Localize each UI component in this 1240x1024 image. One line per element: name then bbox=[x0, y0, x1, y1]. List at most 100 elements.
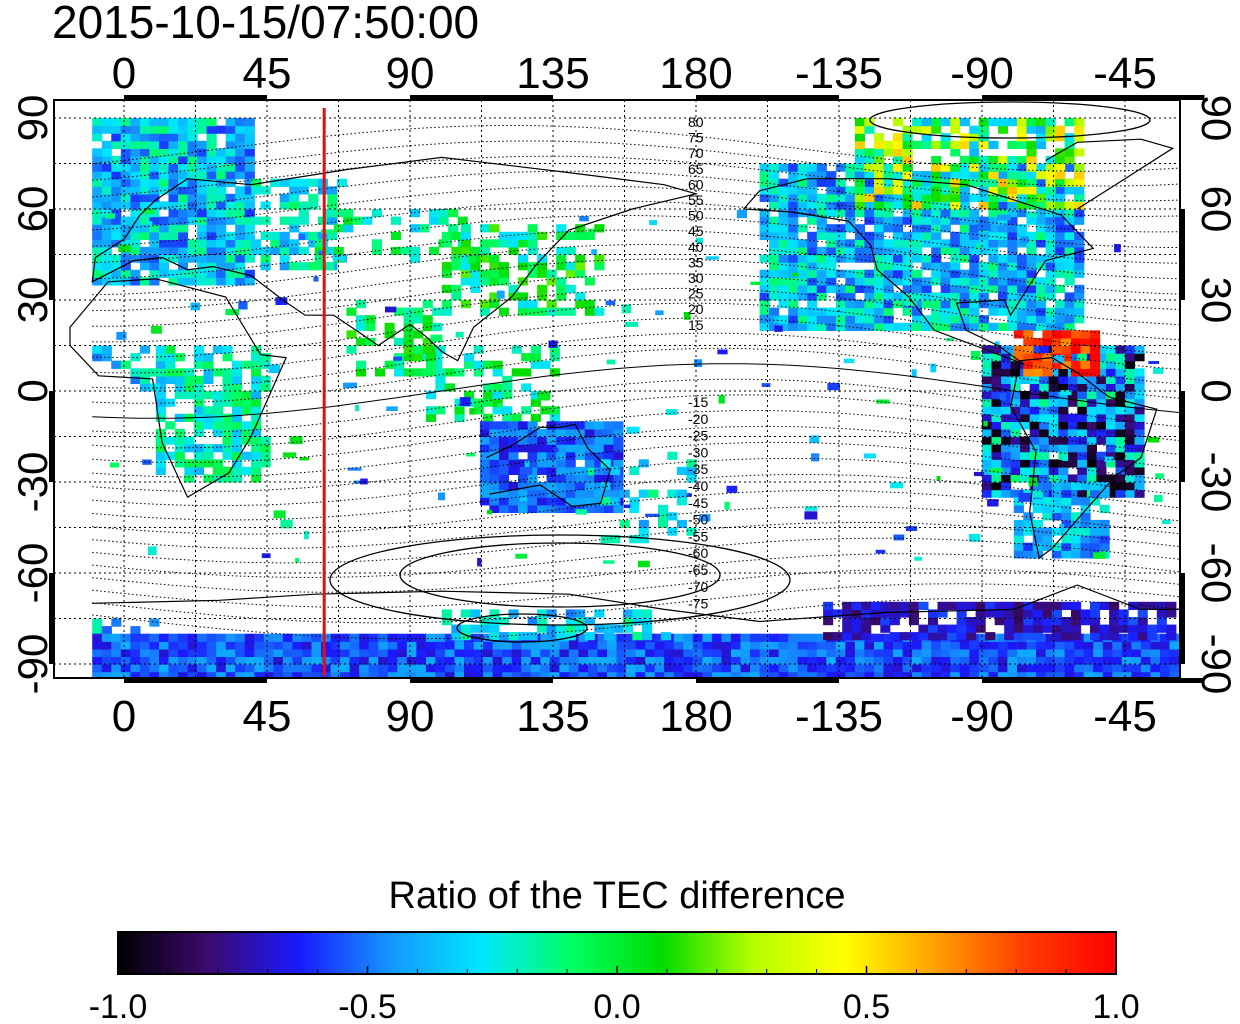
tec-cell bbox=[565, 482, 576, 491]
tec-cell bbox=[518, 421, 529, 430]
tec-cell bbox=[282, 664, 293, 673]
tec-cell bbox=[969, 269, 980, 278]
tec-cell bbox=[654, 633, 665, 642]
tec-cell bbox=[1064, 201, 1075, 210]
tec-cell bbox=[950, 216, 961, 225]
tec-cell bbox=[187, 239, 198, 248]
tec-cell bbox=[912, 656, 923, 665]
tec-cell bbox=[1067, 474, 1078, 483]
tec-cell bbox=[1020, 459, 1031, 468]
tec-cell bbox=[149, 269, 160, 278]
tec-cell bbox=[445, 648, 456, 657]
tec-cell bbox=[584, 459, 595, 468]
tec-cell bbox=[111, 133, 122, 142]
tec-cell bbox=[982, 391, 993, 400]
tec-cell bbox=[425, 664, 436, 673]
tec-cell bbox=[854, 186, 865, 195]
tec-cell bbox=[130, 641, 141, 650]
tec-cell bbox=[178, 277, 189, 286]
tec-cell bbox=[289, 216, 300, 225]
tec-cell bbox=[149, 193, 160, 202]
tec-cell bbox=[378, 671, 389, 678]
tec-cell bbox=[489, 624, 500, 633]
tec-cell bbox=[260, 231, 271, 240]
tec-cell bbox=[464, 641, 475, 650]
tec-cell bbox=[120, 633, 131, 642]
tec-cell bbox=[130, 664, 141, 673]
tec-cell bbox=[1061, 360, 1072, 369]
tec-cell bbox=[816, 284, 827, 293]
tec-cell bbox=[994, 617, 1005, 626]
tec-cell bbox=[854, 671, 865, 678]
tec-cell bbox=[731, 656, 742, 665]
tec-cell bbox=[1115, 466, 1126, 475]
tec-cell bbox=[835, 254, 846, 263]
tec-cell bbox=[902, 193, 913, 202]
tec-cell bbox=[1121, 664, 1132, 673]
tec-cell bbox=[508, 444, 519, 453]
tec-cell bbox=[159, 648, 170, 657]
tec-cell bbox=[959, 239, 970, 248]
tec-cell bbox=[874, 262, 885, 271]
tec-cell bbox=[797, 201, 808, 210]
tec-cell bbox=[314, 239, 325, 248]
tec-cell bbox=[750, 648, 761, 657]
contour-line bbox=[92, 568, 1180, 608]
tec-cell bbox=[302, 633, 313, 642]
tec-cell bbox=[568, 656, 579, 665]
tec-cell bbox=[292, 648, 303, 657]
tec-cell bbox=[740, 671, 751, 678]
tec-cell bbox=[1115, 459, 1126, 468]
tec-cell bbox=[1086, 451, 1097, 460]
tec-cell bbox=[511, 648, 522, 657]
tec-cell bbox=[1001, 368, 1012, 377]
tec-cell bbox=[1086, 413, 1097, 422]
tec-cell bbox=[991, 360, 1002, 369]
tec-cell bbox=[149, 648, 160, 657]
tec-cell bbox=[893, 140, 904, 149]
tec-cell bbox=[511, 664, 522, 673]
tec-cell bbox=[1032, 482, 1043, 491]
tec-cell bbox=[584, 307, 595, 316]
tec-cell bbox=[991, 353, 1002, 362]
tec-cell bbox=[931, 664, 942, 673]
tec-cell bbox=[1077, 428, 1088, 438]
tec-cell bbox=[997, 648, 1008, 657]
tec-cell bbox=[594, 224, 605, 233]
tec-cell bbox=[1105, 375, 1116, 384]
tec-cell bbox=[940, 641, 951, 650]
tec-cell bbox=[1134, 489, 1145, 498]
tec-cell bbox=[527, 459, 538, 468]
tec-cell bbox=[101, 148, 112, 157]
tec-cell bbox=[359, 641, 370, 650]
tec-cell bbox=[854, 322, 865, 331]
tec-cell bbox=[479, 254, 490, 263]
tec-cell bbox=[92, 155, 103, 165]
tec-cell bbox=[466, 453, 476, 457]
tec-cell bbox=[978, 125, 989, 134]
tec-cell bbox=[168, 246, 179, 256]
tec-cell bbox=[1064, 664, 1075, 673]
tec-cell bbox=[702, 664, 713, 673]
contour-label: -20 bbox=[688, 411, 708, 427]
tec-cell bbox=[174, 375, 185, 384]
tec-cell bbox=[499, 239, 510, 248]
tec-cell bbox=[225, 125, 236, 134]
axis-bar-segment bbox=[410, 678, 553, 683]
tec-cell bbox=[584, 482, 595, 491]
tec-cell bbox=[397, 656, 408, 665]
tec-cell bbox=[120, 656, 131, 665]
tec-cell bbox=[893, 292, 904, 301]
tec-cell bbox=[999, 393, 1006, 401]
contour-label: -70 bbox=[688, 579, 708, 595]
tec-cell bbox=[187, 664, 198, 673]
tec-cell bbox=[263, 671, 274, 678]
tec-cell bbox=[518, 307, 529, 316]
tec-cell bbox=[654, 671, 665, 678]
tec-cell bbox=[912, 239, 923, 248]
tec-cell bbox=[1083, 671, 1094, 678]
tec-cell bbox=[854, 163, 865, 172]
tec-cell bbox=[546, 482, 557, 491]
tec-cell bbox=[1045, 163, 1056, 172]
tec-cell bbox=[883, 171, 894, 180]
